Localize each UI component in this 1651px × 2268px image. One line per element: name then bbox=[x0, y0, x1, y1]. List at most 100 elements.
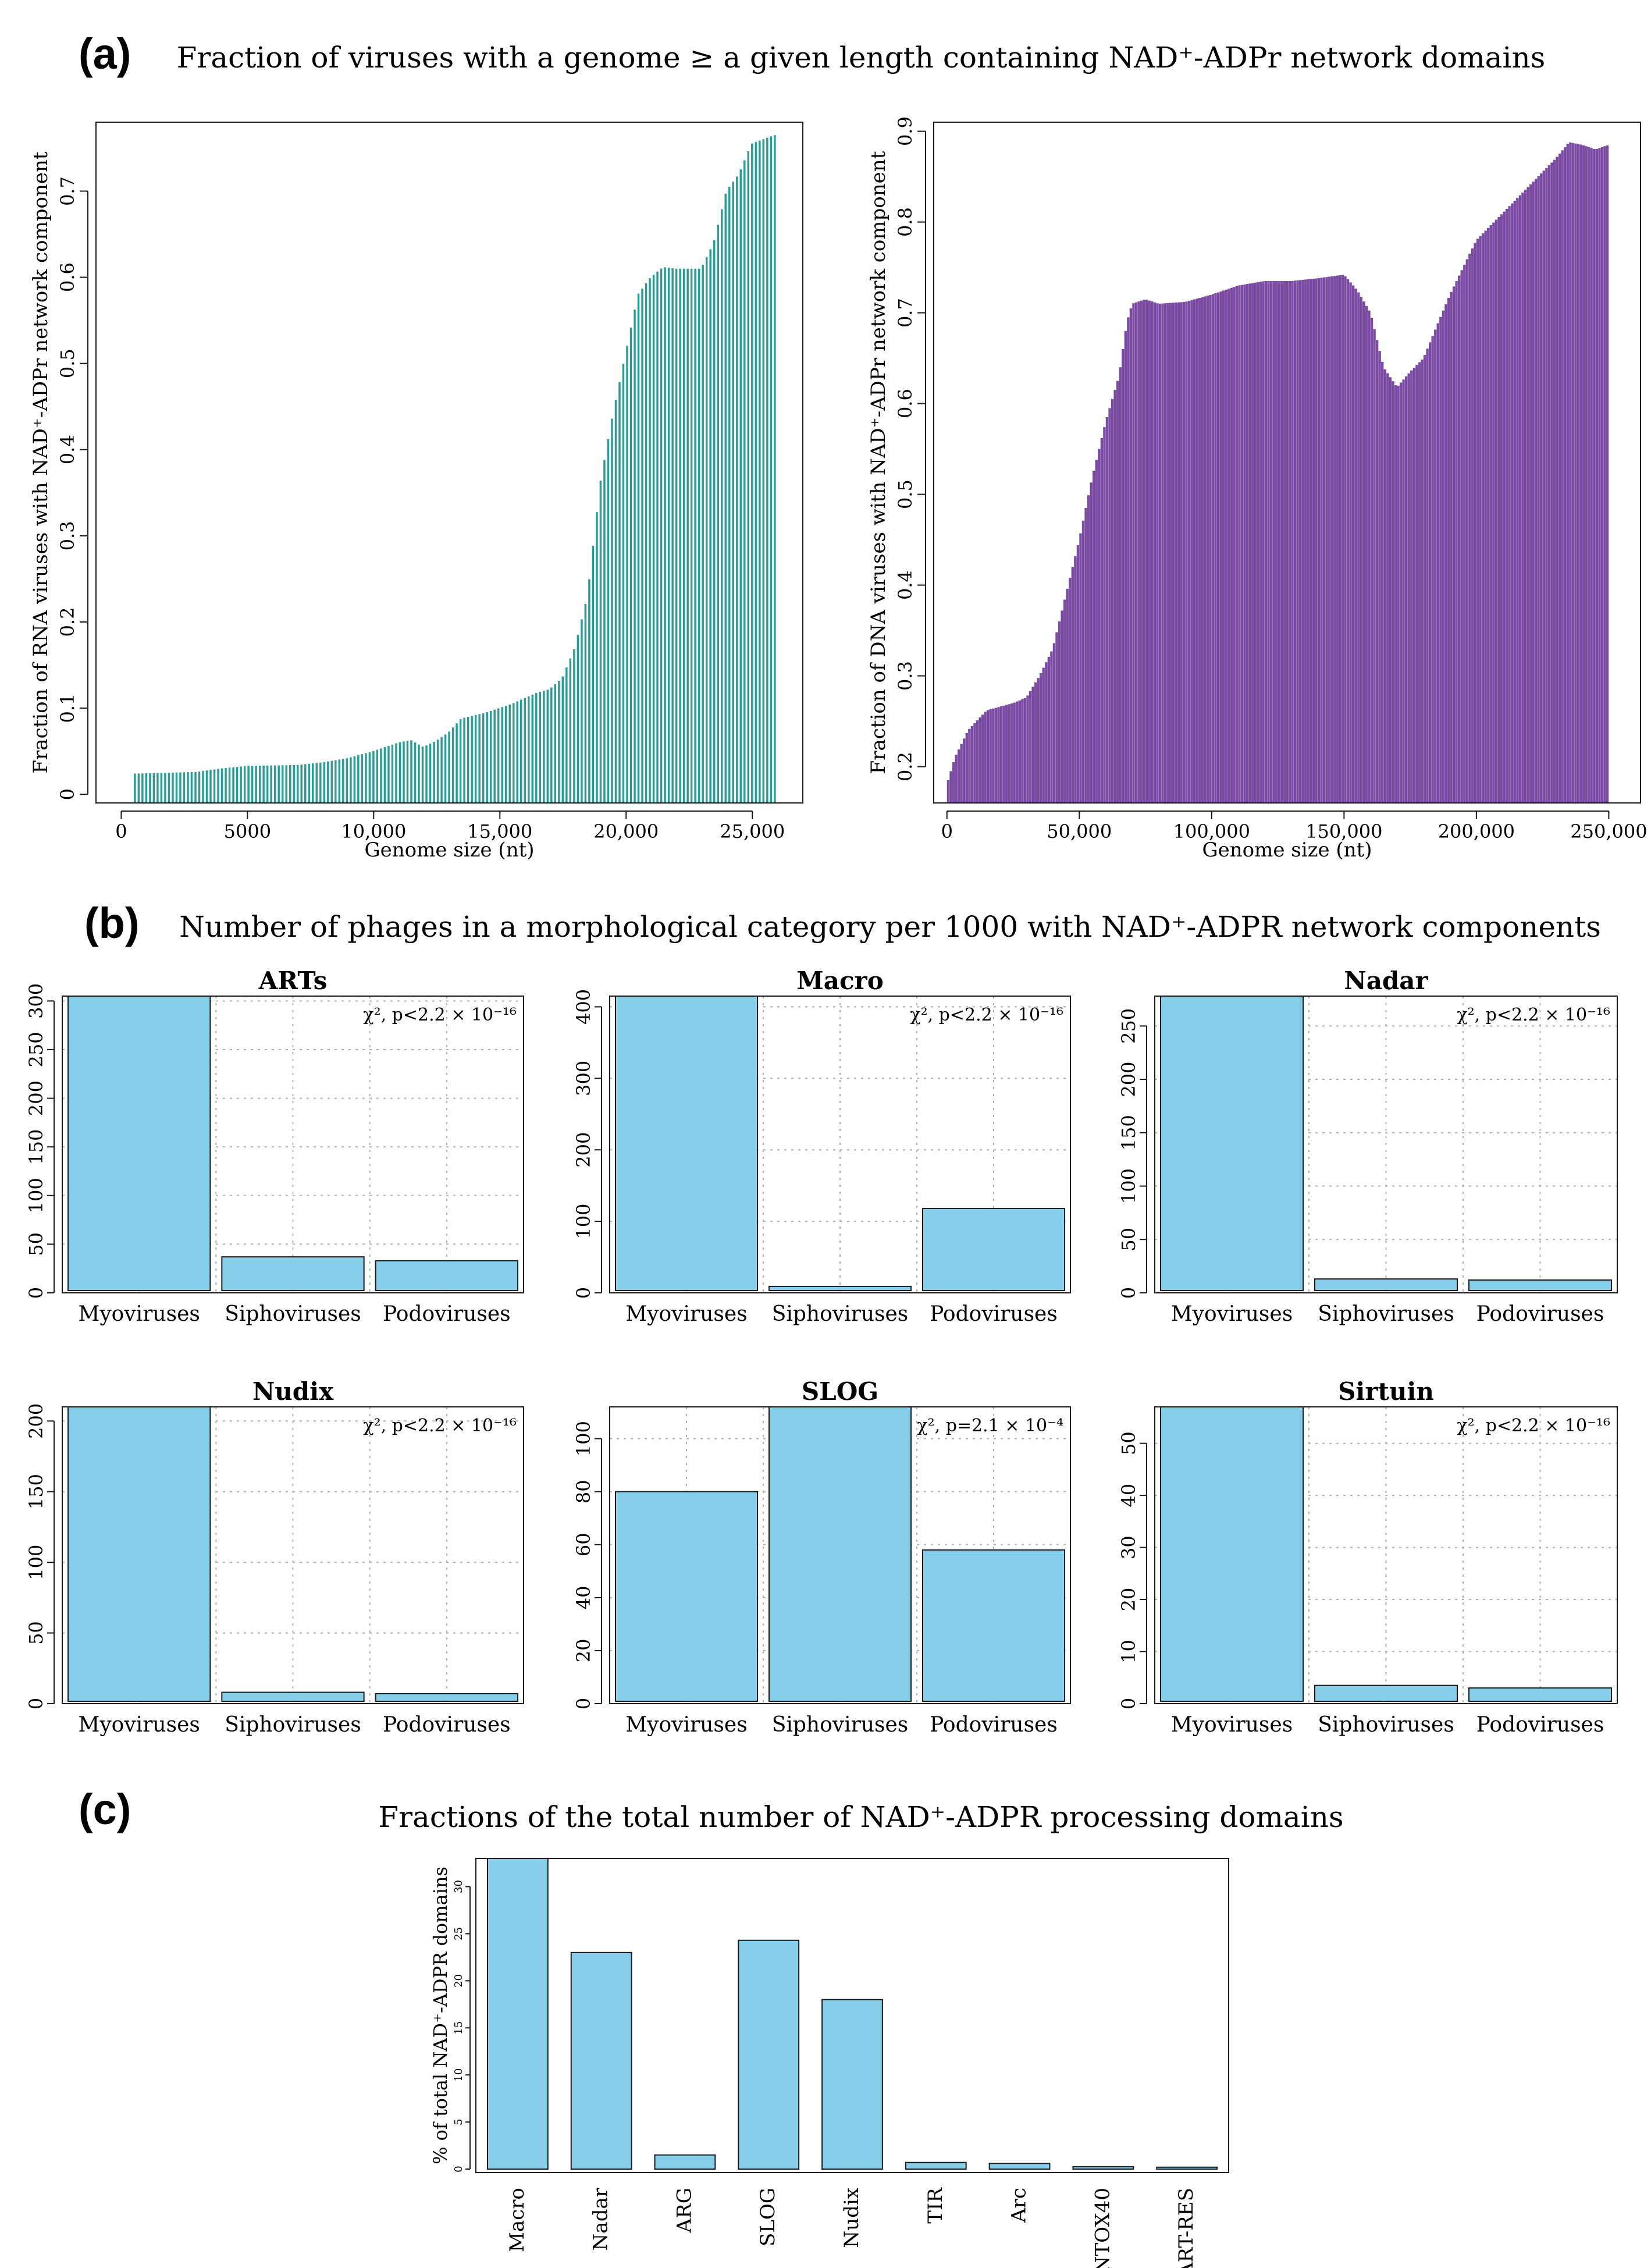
data-bar bbox=[634, 310, 636, 803]
data-bar bbox=[1553, 159, 1556, 803]
data-bar bbox=[520, 699, 522, 803]
data-bar bbox=[1238, 285, 1241, 803]
data-bar bbox=[1066, 588, 1069, 803]
bar-podoviruses bbox=[375, 1260, 519, 1291]
data-bar bbox=[774, 135, 776, 803]
data-bar bbox=[1527, 187, 1529, 803]
data-bar bbox=[1225, 289, 1227, 803]
y-tick-label: 0.1 bbox=[56, 694, 79, 723]
data-bar bbox=[524, 698, 526, 803]
data-bar bbox=[1542, 170, 1545, 804]
data-bar bbox=[1122, 349, 1125, 803]
data-bar bbox=[1269, 281, 1273, 803]
y-tick-label: 60 bbox=[572, 1533, 595, 1556]
data-bar bbox=[550, 687, 553, 803]
stat-annotation: χ², p<2.2 × 10⁻¹⁶ bbox=[1457, 1416, 1610, 1436]
category-label: Arc bbox=[1008, 2188, 1031, 2223]
data-bar bbox=[1421, 359, 1424, 803]
data-bar bbox=[1042, 667, 1045, 803]
y-tick-label: 40 bbox=[1118, 1484, 1140, 1508]
data-bar bbox=[1317, 278, 1321, 803]
bar-myoviruses bbox=[67, 1406, 211, 1702]
y-tick-label: 200 bbox=[572, 1132, 595, 1168]
y-axis-label: Fraction of DNA viruses with NAD⁺-ADPr n… bbox=[867, 151, 890, 774]
data-bar bbox=[338, 759, 341, 803]
data-bar bbox=[1600, 147, 1604, 803]
y-tick-label: 150 bbox=[1118, 1115, 1140, 1150]
data-bar bbox=[315, 763, 318, 803]
data-bar bbox=[1254, 282, 1257, 804]
data-bar bbox=[1360, 297, 1362, 803]
bar-podoviruses bbox=[375, 1693, 519, 1702]
data-bar bbox=[501, 707, 503, 803]
data-bar bbox=[1111, 399, 1114, 803]
data-bar bbox=[994, 708, 998, 803]
x-tick-label: 200,000 bbox=[1438, 820, 1515, 842]
data-bar bbox=[258, 765, 261, 803]
y-tick-label: 50 bbox=[25, 1621, 47, 1645]
data-bar bbox=[1386, 373, 1389, 803]
data-bar bbox=[376, 749, 379, 803]
data-bar bbox=[1428, 342, 1432, 803]
bar-myoviruses bbox=[615, 1491, 758, 1702]
data-bar bbox=[531, 694, 534, 803]
data-bar bbox=[543, 691, 545, 803]
data-bar bbox=[1489, 225, 1492, 803]
y-tick-label: 40 bbox=[572, 1586, 595, 1609]
y-tick-label: 0.5 bbox=[56, 349, 79, 378]
data-bar bbox=[1163, 303, 1167, 803]
bar-macro bbox=[487, 1858, 549, 2170]
data-bar bbox=[1598, 148, 1601, 804]
data-bar bbox=[508, 704, 511, 803]
data-bar bbox=[682, 268, 685, 803]
data-bar bbox=[1434, 329, 1437, 803]
data-bar bbox=[433, 741, 435, 803]
category-label: Siphoviruses bbox=[772, 1713, 909, 1737]
data-bar bbox=[436, 740, 439, 803]
data-bar bbox=[1283, 281, 1286, 803]
data-bar bbox=[213, 769, 216, 803]
data-bar bbox=[1450, 292, 1453, 804]
data-bar bbox=[705, 257, 708, 804]
category-label: Myoviruses bbox=[78, 1302, 200, 1326]
data-bar bbox=[270, 765, 272, 803]
data-bar bbox=[1383, 369, 1386, 803]
plot-frame bbox=[62, 996, 524, 1293]
bar-podoviruses bbox=[1468, 1687, 1612, 1702]
data-bar bbox=[403, 741, 405, 803]
data-bar bbox=[1201, 297, 1204, 803]
data-bar bbox=[497, 708, 500, 803]
data-bar bbox=[1407, 373, 1410, 803]
data-bar bbox=[179, 772, 182, 803]
data-bar bbox=[1243, 284, 1246, 804]
data-bar bbox=[1402, 379, 1405, 803]
data-bar bbox=[686, 268, 689, 803]
data-bar bbox=[1439, 317, 1442, 803]
data-bar bbox=[1566, 144, 1569, 803]
bar-podoviruses bbox=[922, 1549, 1065, 1702]
data-bar bbox=[656, 271, 659, 803]
data-bar bbox=[554, 684, 557, 803]
data-bar bbox=[1564, 147, 1567, 803]
bar-siphoviruses bbox=[1314, 1278, 1458, 1292]
data-bar bbox=[1105, 417, 1109, 803]
data-bar bbox=[770, 136, 773, 803]
category-label: ART-RES bbox=[1175, 2188, 1198, 2268]
data-bar bbox=[183, 772, 186, 803]
bar-myoviruses bbox=[1160, 1406, 1304, 1702]
data-bar bbox=[448, 731, 450, 803]
category-label: Myoviruses bbox=[1171, 1713, 1293, 1737]
data-bar bbox=[232, 767, 234, 803]
data-bar bbox=[194, 772, 197, 803]
plot-frame bbox=[475, 1858, 1229, 2173]
bar-nudix bbox=[821, 1999, 883, 2170]
data-bar bbox=[565, 667, 568, 803]
data-bar bbox=[1278, 281, 1280, 803]
data-bar bbox=[1063, 599, 1066, 803]
data-bar bbox=[217, 769, 219, 803]
data-bar bbox=[561, 676, 564, 803]
data-bar bbox=[1444, 304, 1447, 803]
x-tick-label: 15,000 bbox=[467, 820, 532, 842]
data-bar bbox=[976, 720, 979, 803]
data-bar bbox=[1524, 190, 1527, 804]
